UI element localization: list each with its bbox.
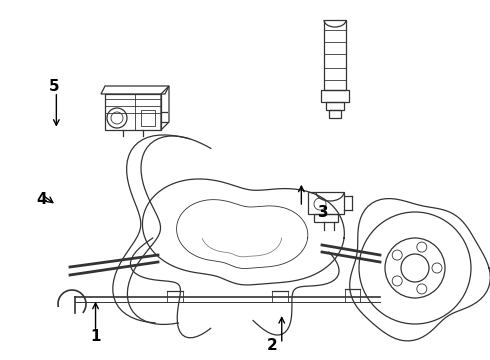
Bar — [326, 102, 344, 110]
Text: 5: 5 — [49, 79, 59, 94]
Text: 1: 1 — [90, 329, 101, 344]
Bar — [141, 110, 155, 126]
Bar — [324, 20, 346, 90]
Text: 4: 4 — [36, 192, 47, 207]
Bar — [314, 214, 338, 222]
Bar — [321, 90, 349, 102]
Text: 2: 2 — [267, 338, 277, 353]
Bar — [308, 192, 344, 214]
Text: 3: 3 — [318, 205, 329, 220]
Bar — [105, 94, 161, 130]
Bar — [329, 110, 341, 118]
